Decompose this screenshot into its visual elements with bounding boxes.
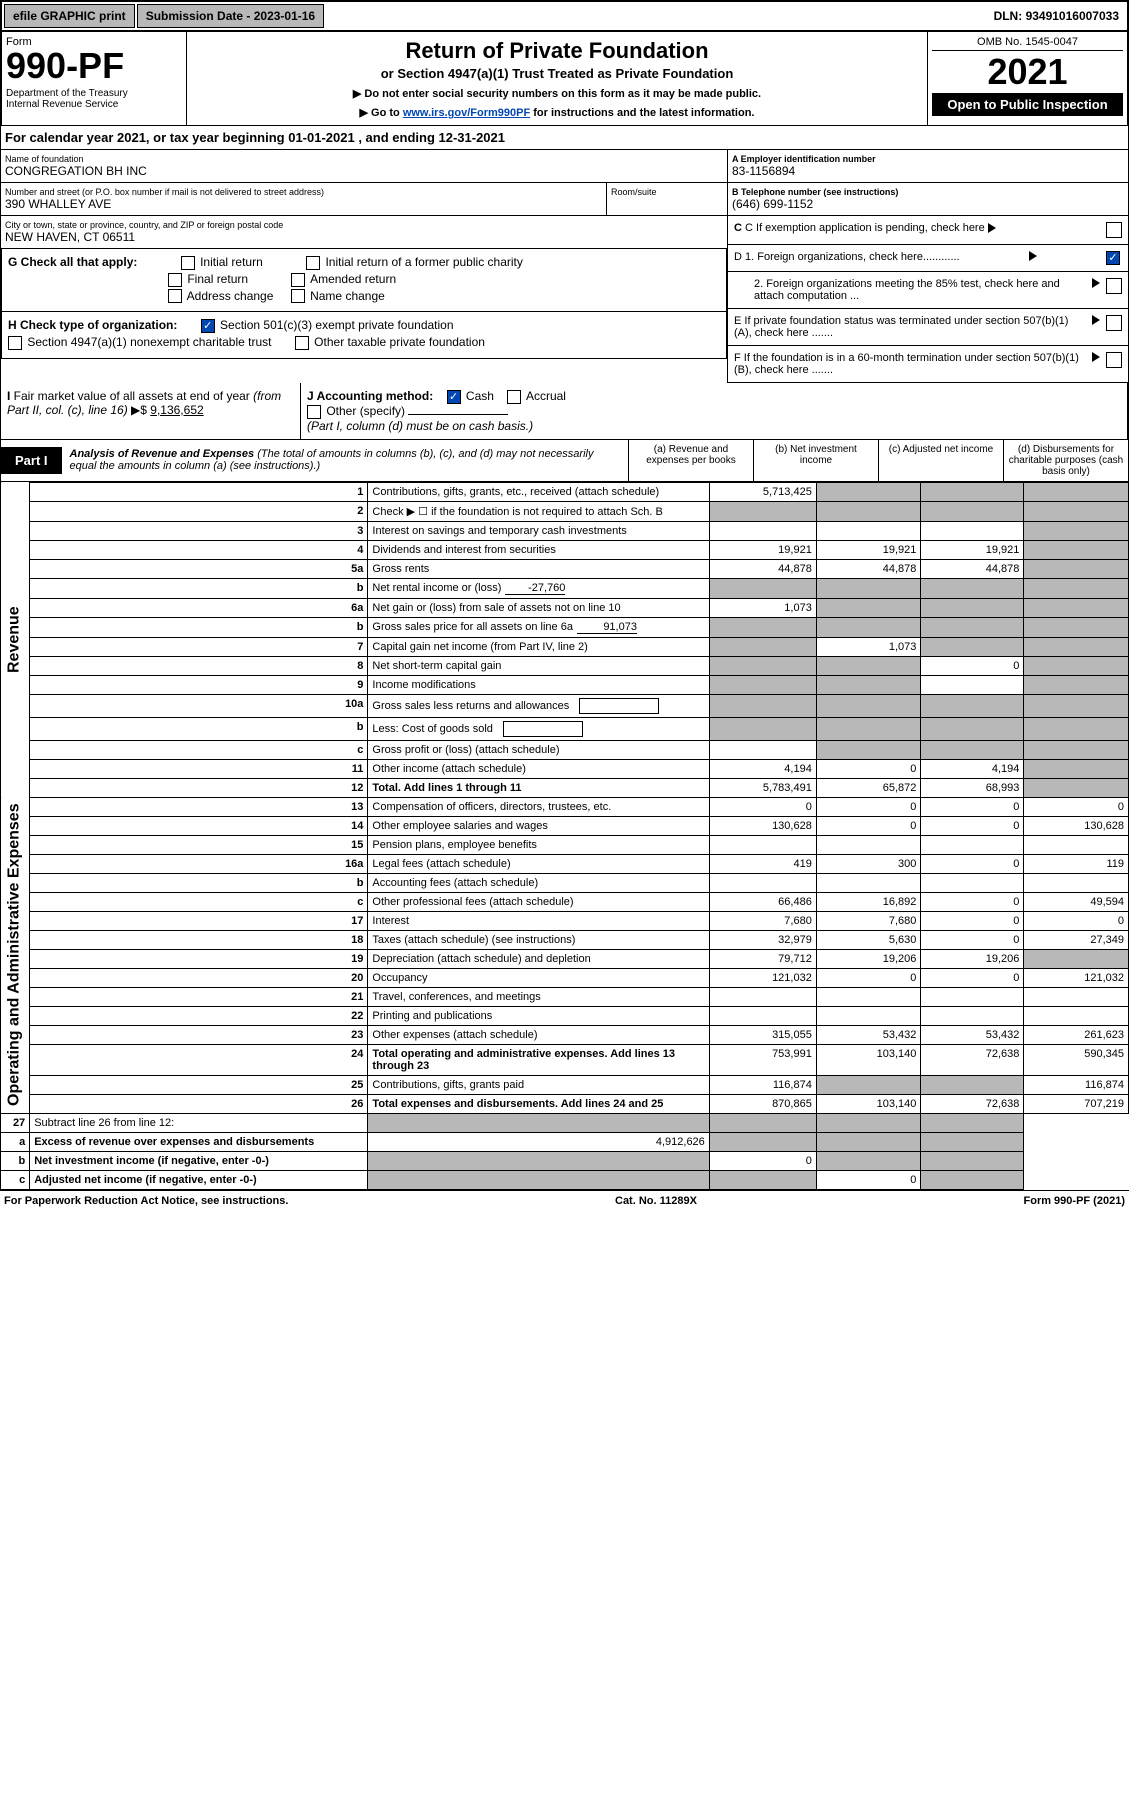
arrow-icon [1092, 352, 1100, 362]
other-method-checkbox[interactable] [307, 405, 321, 419]
dln-value: 93491016007033 [1026, 9, 1119, 23]
tax-year: 2021 [932, 51, 1123, 93]
address-change-checkbox[interactable] [168, 289, 182, 303]
4947-checkbox[interactable] [8, 336, 22, 350]
part-tag: Part I [1, 447, 62, 474]
subdate-value: 2023-01-16 [254, 9, 315, 23]
initial-public-checkbox[interactable] [306, 256, 320, 270]
accrual-checkbox[interactable] [507, 390, 521, 404]
cat-no: Cat. No. 11289X [615, 1195, 697, 1207]
arrow-icon [988, 223, 996, 233]
part1-header: Part I Analysis of Revenue and Expenses … [0, 440, 1129, 482]
final-return-checkbox[interactable] [168, 273, 182, 287]
form-subtitle: or Section 4947(a)(1) Trust Treated as P… [193, 66, 921, 81]
initial-return-checkbox[interactable] [181, 256, 195, 270]
section-i: I Fair market value of all assets at end… [1, 383, 301, 439]
section-j: J Accounting method: Cash Accrual Other … [301, 383, 1128, 439]
501c3-checkbox[interactable] [201, 319, 215, 333]
address: Number and street (or P.O. box number if… [1, 183, 607, 216]
dln-label: DLN: [994, 9, 1026, 23]
ssn-note: ▶ Do not enter social security numbers o… [193, 87, 921, 100]
calendar-year: For calendar year 2021, or tax year begi… [0, 125, 1129, 150]
section-h: H Check type of organization: Section 50… [1, 312, 727, 359]
arrow-icon [1092, 278, 1100, 288]
other-taxable-checkbox[interactable] [295, 336, 309, 350]
section-d2: 2. Foreign organizations meeting the 85%… [728, 272, 1128, 309]
efile-print-button[interactable]: efile GRAPHIC print [4, 4, 135, 28]
cash-checkbox[interactable] [447, 390, 461, 404]
name-change-checkbox[interactable] [291, 289, 305, 303]
d2-checkbox[interactable] [1106, 278, 1122, 294]
city: City or town, state or province, country… [1, 216, 727, 249]
col-c-header: (c) Adjusted net income [878, 440, 1003, 481]
ein: A Employer identification number 83-1156… [728, 150, 1128, 183]
arrow-icon [1029, 251, 1037, 261]
telephone: B Telephone number (see instructions) (6… [728, 183, 1128, 216]
info-grid: Name of foundation CONGREGATION BH INC N… [0, 150, 1129, 383]
top-bar: efile GRAPHIC print Submission Date - 20… [0, 0, 1129, 32]
dln: DLN: 93491016007033 [986, 5, 1127, 27]
amended-checkbox[interactable] [291, 273, 305, 287]
col-a-header: (a) Revenue and expenses per books [628, 440, 753, 481]
submission-date: Submission Date - 2023-01-16 [137, 4, 324, 28]
section-c: C C If exemption application is pending,… [728, 216, 1128, 245]
omb: OMB No. 1545-0047 [932, 36, 1123, 51]
section-e: E If private foundation status was termi… [728, 309, 1128, 346]
form-title: Return of Private Foundation [193, 38, 921, 64]
irs-link[interactable]: www.irs.gov/Form990PF [403, 107, 530, 119]
f-checkbox[interactable] [1106, 352, 1122, 368]
open-public: Open to Public Inspection [932, 93, 1123, 116]
paperwork-notice: For Paperwork Reduction Act Notice, see … [4, 1195, 288, 1207]
form-header: Form 990-PF Department of the Treasury I… [0, 32, 1129, 125]
c-checkbox[interactable] [1106, 222, 1122, 238]
footer: For Paperwork Reduction Act Notice, see … [0, 1190, 1129, 1211]
form-number: 990-PF [6, 48, 182, 84]
arrow-icon [1092, 315, 1100, 325]
room-suite: Room/suite [607, 183, 727, 216]
d1-checkbox[interactable] [1106, 251, 1120, 265]
form-footer: Form 990-PF (2021) [1024, 1195, 1125, 1207]
subdate-label: Submission Date - [146, 9, 254, 23]
foundation-name: Name of foundation CONGREGATION BH INC [1, 150, 727, 183]
e-checkbox[interactable] [1106, 315, 1122, 331]
dept: Department of the Treasury Internal Reve… [6, 88, 182, 110]
fmv-j-row: I Fair market value of all assets at end… [0, 383, 1129, 440]
section-d1: D 1. Foreign organizations, check here..… [728, 245, 1128, 272]
col-d-header: (d) Disbursements for charitable purpose… [1003, 440, 1128, 481]
section-g: G Check all that apply: Initial return I… [1, 249, 727, 312]
analysis-table: Revenue1Contributions, gifts, grants, et… [0, 482, 1129, 1190]
col-b-header: (b) Net investment income [753, 440, 878, 481]
link-note: ▶ Go to www.irs.gov/Form990PF for instru… [193, 106, 921, 119]
section-f: F If the foundation is in a 60-month ter… [728, 346, 1128, 383]
fmv-value: 9,136,652 [150, 403, 203, 417]
